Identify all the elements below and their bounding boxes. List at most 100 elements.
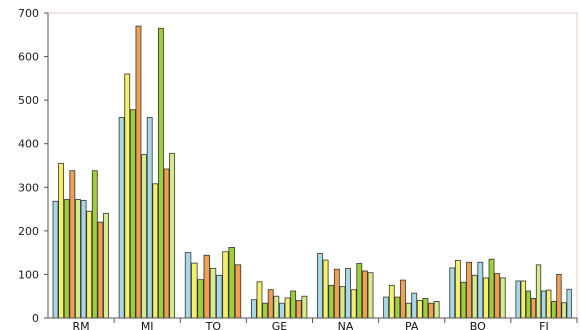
bar [141,154,147,319]
bar [551,301,557,319]
bar [203,254,211,319]
bar [428,302,434,319]
y-tick-label: 700 [18,7,39,20]
bar [322,259,329,319]
bar [58,162,65,319]
bar [367,272,374,319]
bar [69,170,76,319]
bar [256,281,263,319]
bar [405,302,412,319]
bar [262,302,269,319]
bar [530,297,537,319]
bar [556,274,562,319]
bar [394,296,401,319]
bar [356,263,363,319]
bar [561,302,567,319]
bar [184,252,192,319]
bar [152,183,159,319]
bar [540,290,547,319]
bar [75,199,81,319]
bar [129,109,136,319]
bar [520,280,526,319]
bar-group-mi [118,25,176,319]
bar [454,260,461,319]
bar [535,264,542,319]
bar [295,300,302,319]
x-tick-label: BO [470,320,486,330]
bar-group-rm [52,162,109,319]
x-tick-label: FI [539,320,549,330]
bar [566,288,572,319]
x-tick-label: MI [141,320,154,330]
bar [525,290,531,319]
bar [158,27,164,319]
bar [169,152,176,319]
bar [301,295,308,319]
bar [80,199,87,319]
bar [460,281,467,319]
bar [191,262,198,319]
bar [91,170,98,319]
bar [86,210,93,319]
bar [52,200,59,319]
bar [416,300,423,319]
bar [328,284,335,319]
bar [483,277,489,319]
bar [118,117,125,319]
bar [345,267,351,319]
bar [290,290,297,319]
bar-group-fi [515,264,572,319]
bar [267,289,274,319]
bar [234,264,242,319]
bar [279,302,285,319]
y-tick-label: 100 [18,268,39,281]
bar [515,280,521,319]
bar [333,268,340,319]
bar [361,270,368,319]
bar [466,261,472,319]
x-tick-label: GE [272,320,288,330]
bar [449,267,456,319]
bar [471,274,478,319]
bar [97,221,104,319]
bar [222,251,229,319]
y-axis: 0 100 200 300 400 500 600 700 [18,7,49,325]
bar-groups [52,25,572,319]
bar [400,279,406,319]
y-tick-label: 500 [18,94,39,107]
x-tick-label: TO [205,320,222,330]
bar [124,73,131,319]
bar [135,25,142,319]
bar [103,213,109,319]
bar [146,117,153,319]
bar [273,295,280,319]
bar [383,296,390,319]
y-tick-label: 0 [32,312,39,325]
y-tick-label: 200 [18,225,39,238]
bar [488,258,495,319]
bar [339,286,346,319]
bar [317,253,323,319]
bar [433,301,440,319]
bar-group-ge [250,281,308,319]
bar [209,267,217,319]
x-tick-label: RM [72,320,89,330]
y-tick-label: 300 [18,181,39,194]
bar [228,247,235,319]
bar [477,261,484,319]
y-tick-label: 600 [18,51,39,64]
x-axis: RM MI TO GE NA PA BO FI [48,317,578,330]
bar [197,279,204,319]
bar [388,284,395,319]
bar [411,292,418,319]
y-tick-label: 400 [18,138,39,151]
bar [546,289,552,319]
bar [350,289,357,319]
x-tick-label: NA [338,320,354,330]
bar [216,274,223,319]
bar [63,199,70,319]
x-tick-label: PA [405,320,419,330]
bar [494,273,501,319]
